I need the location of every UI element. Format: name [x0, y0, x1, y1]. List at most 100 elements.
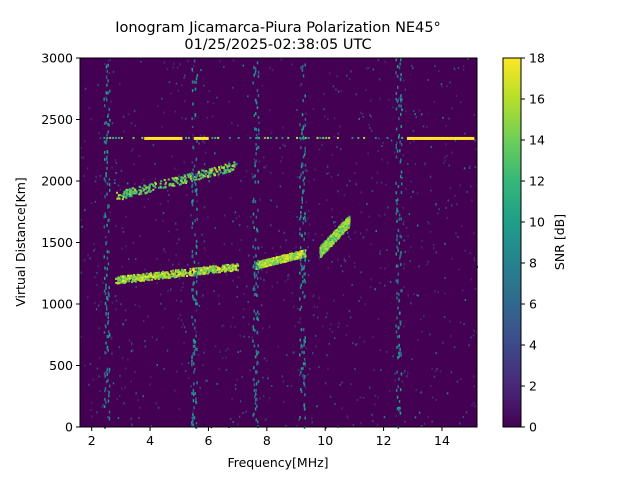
noise-cell	[202, 84, 205, 87]
noise-cell	[285, 424, 287, 427]
interference-cell	[397, 136, 400, 140]
trace-cell	[319, 249, 322, 252]
interference-cell	[192, 391, 194, 395]
interference-cell	[257, 266, 259, 270]
interference-cell	[108, 204, 110, 208]
noise-cell	[446, 85, 449, 88]
interference-cell	[397, 272, 400, 276]
interference-cell	[303, 176, 306, 180]
noise-cell	[261, 84, 264, 87]
noise-cell	[394, 379, 397, 382]
trace-cell	[363, 136, 366, 139]
trace-cell	[286, 257, 289, 260]
x-tick-label: 14	[434, 433, 450, 448]
noise-cell	[321, 144, 323, 147]
interference-cell	[257, 344, 260, 348]
noise-cell	[163, 61, 166, 64]
interference-cell	[194, 180, 196, 184]
noise-cell	[339, 125, 341, 128]
noise-cell	[254, 391, 257, 394]
interference-cell	[105, 141, 107, 145]
noise-cell	[127, 358, 129, 361]
noise-cell	[426, 263, 428, 266]
interference-cell	[190, 171, 193, 175]
trace-cell	[334, 229, 337, 232]
interference-cell	[395, 91, 398, 95]
interference-cell	[398, 66, 401, 70]
noise-cell	[111, 166, 113, 169]
noise-cell	[99, 137, 102, 140]
noise-cell	[260, 268, 263, 271]
noise-cell	[393, 151, 396, 154]
interference-cell	[104, 351, 106, 355]
trace-cell	[167, 272, 170, 275]
interference-cell	[400, 73, 402, 77]
trace-cell	[302, 254, 305, 257]
interference-cell	[254, 328, 256, 332]
trace-cell	[336, 233, 339, 236]
interference-cell	[395, 252, 397, 256]
interference-cell	[299, 185, 301, 189]
noise-cell	[184, 370, 187, 373]
interference-cell	[395, 146, 398, 150]
interference-cell	[255, 263, 257, 267]
noise-cell	[312, 239, 315, 242]
interference-cell	[108, 218, 110, 222]
noise-cell	[267, 377, 269, 380]
interference-cell	[194, 319, 197, 323]
interference-cell	[300, 264, 303, 268]
interference-cell	[255, 273, 258, 277]
noise-cell	[323, 108, 325, 111]
noise-cell	[131, 423, 133, 426]
noise-cell	[460, 378, 462, 381]
interference-cell	[257, 115, 260, 119]
noise-cell	[192, 64, 195, 67]
trace-cell	[231, 266, 234, 269]
trace-cell	[125, 190, 128, 193]
interference-cell	[254, 112, 257, 116]
interference-cell	[396, 65, 399, 69]
interference-cell	[256, 404, 258, 408]
trace-cell	[122, 275, 125, 278]
noise-cell	[333, 337, 336, 340]
interference-cell	[253, 293, 256, 297]
trace-cell	[158, 136, 163, 140]
interference-cell	[192, 399, 195, 403]
trace-cell	[223, 172, 226, 175]
interference-cell	[395, 58, 397, 62]
interference-cell	[196, 275, 198, 279]
trace-cell	[157, 275, 160, 278]
noise-cell	[270, 384, 273, 387]
trace-cell	[118, 282, 121, 285]
trace-cell	[344, 228, 347, 231]
noise-cell	[130, 380, 133, 383]
trace-cell	[289, 253, 292, 256]
interference-cell	[107, 316, 109, 320]
trace-cell	[147, 189, 150, 192]
interference-cell	[398, 213, 401, 217]
trace-cell	[118, 197, 121, 200]
trace-cell	[263, 136, 266, 139]
noise-cell	[123, 130, 125, 133]
trace-cell	[149, 274, 152, 277]
noise-cell	[105, 352, 107, 355]
interference-cell	[191, 203, 194, 207]
interference-cell	[256, 351, 258, 355]
noise-cell	[277, 345, 280, 348]
interference-cell	[399, 406, 401, 410]
trace-cell	[409, 136, 414, 140]
interference-cell	[395, 191, 398, 195]
noise-cell	[341, 407, 343, 410]
noise-cell	[430, 146, 433, 149]
interference-cell	[192, 423, 195, 427]
noise-cell	[330, 175, 333, 178]
noise-cell	[99, 175, 102, 178]
trace-cell	[165, 181, 168, 184]
noise-cell	[352, 423, 355, 426]
interference-cell	[194, 219, 196, 223]
trace-cell	[106, 136, 109, 139]
trace-cell	[333, 240, 336, 243]
trace-cell	[131, 191, 134, 194]
noise-cell	[366, 202, 368, 205]
interference-cell	[254, 355, 257, 359]
